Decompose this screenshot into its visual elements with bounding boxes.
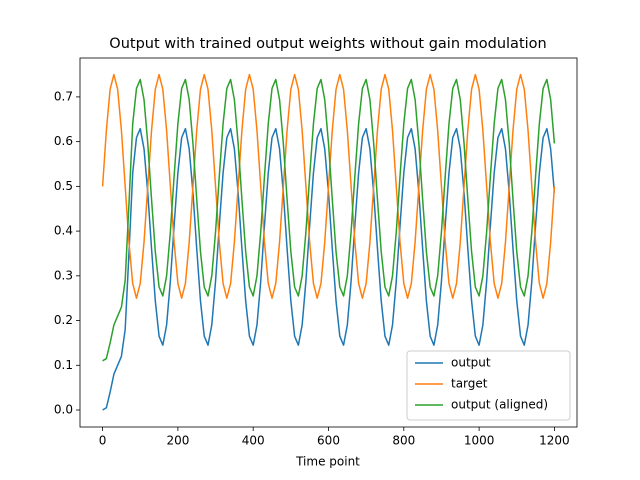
series-line (101, 73, 556, 299)
y-tick-label: 0.7 (54, 89, 73, 103)
x-tick-label: 800 (392, 434, 415, 448)
plot-frame (79, 57, 578, 428)
chart-title: Output with trained output weights witho… (109, 36, 546, 52)
x-tick-label: 200 (166, 434, 189, 448)
x-tick-label: 1200 (539, 434, 570, 448)
y-tick-label: 0.1 (54, 358, 73, 372)
legend-label: output (aligned) (451, 398, 548, 412)
x-tick-label: 0 (99, 434, 107, 448)
x-axis-label: Time point (295, 455, 360, 469)
y-tick-label: 0.5 (54, 179, 73, 193)
y-tick-label: 0.0 (54, 403, 73, 417)
y-tick-label: 0.3 (54, 268, 73, 282)
y-tick-label: 0.2 (54, 313, 73, 327)
legend-label: target (451, 377, 488, 391)
x-tick-label: 400 (242, 434, 265, 448)
legend-label: output (451, 356, 491, 370)
y-tick-label: 0.6 (54, 134, 73, 148)
x-tick-label: 600 (317, 434, 340, 448)
series-line (102, 78, 556, 362)
x-tick-label: 1000 (464, 434, 495, 448)
legend-box (406, 350, 571, 421)
y-tick-label: 0.4 (54, 224, 73, 238)
